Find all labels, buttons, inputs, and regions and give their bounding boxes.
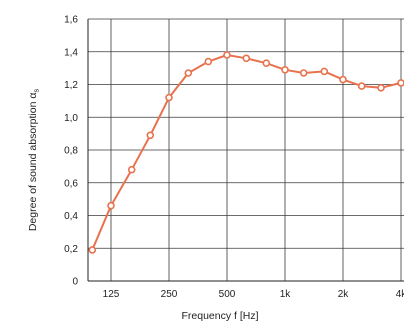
data-point <box>165 93 173 102</box>
data-point <box>377 84 385 92</box>
x-tick-label: 125 <box>103 289 120 300</box>
y-tick-label: 1,6 <box>64 15 78 26</box>
data-point <box>146 131 155 140</box>
data-point <box>107 201 115 210</box>
y-tick-label: 1,2 <box>64 80 78 91</box>
x-tick-label: 4k <box>396 289 404 300</box>
y-tick-label: 1,0 <box>64 113 78 124</box>
y-tick-label: 0,4 <box>64 211 78 222</box>
data-point <box>127 165 136 174</box>
x-tick-labels: 125 250 500 1k 2k 4k <box>103 289 404 300</box>
x-tick-label: 500 <box>219 289 236 300</box>
x-tick-label: 2k <box>338 289 350 300</box>
data-point <box>299 69 308 77</box>
y-tick-label: 0 <box>72 277 78 288</box>
y-tick-label: 1,4 <box>64 47 78 58</box>
y-tick-labels: 0 0,2 0,4 0,6 0,8 1,0 1,2 1,4 1,6 <box>64 15 78 288</box>
grid <box>88 18 404 281</box>
data-point <box>320 67 329 76</box>
x-axis-title: Frequency f [Hz] <box>181 310 258 322</box>
y-axis-title: Degree of sound absorption αs <box>27 89 41 232</box>
x-tick-label: 250 <box>161 289 178 300</box>
data-point <box>339 75 347 84</box>
data-point <box>88 246 97 254</box>
data-point <box>242 54 251 63</box>
data-point <box>223 51 231 59</box>
data-point <box>204 57 213 66</box>
axes <box>87 19 404 282</box>
data-point <box>184 69 193 77</box>
data-point <box>262 59 271 68</box>
x-tick-label: 1k <box>280 289 292 300</box>
series-layer <box>88 51 404 254</box>
y-axis-title-main: Degree of sound absorption α <box>27 93 39 232</box>
data-point <box>357 82 366 90</box>
y-tick-label: 0,8 <box>64 146 78 157</box>
y-axis-title-subscript: s <box>32 89 41 93</box>
data-point <box>281 66 289 74</box>
y-tick-label: 0,6 <box>64 178 78 189</box>
data-point <box>397 79 404 87</box>
y-tick-label: 0,2 <box>64 244 78 255</box>
